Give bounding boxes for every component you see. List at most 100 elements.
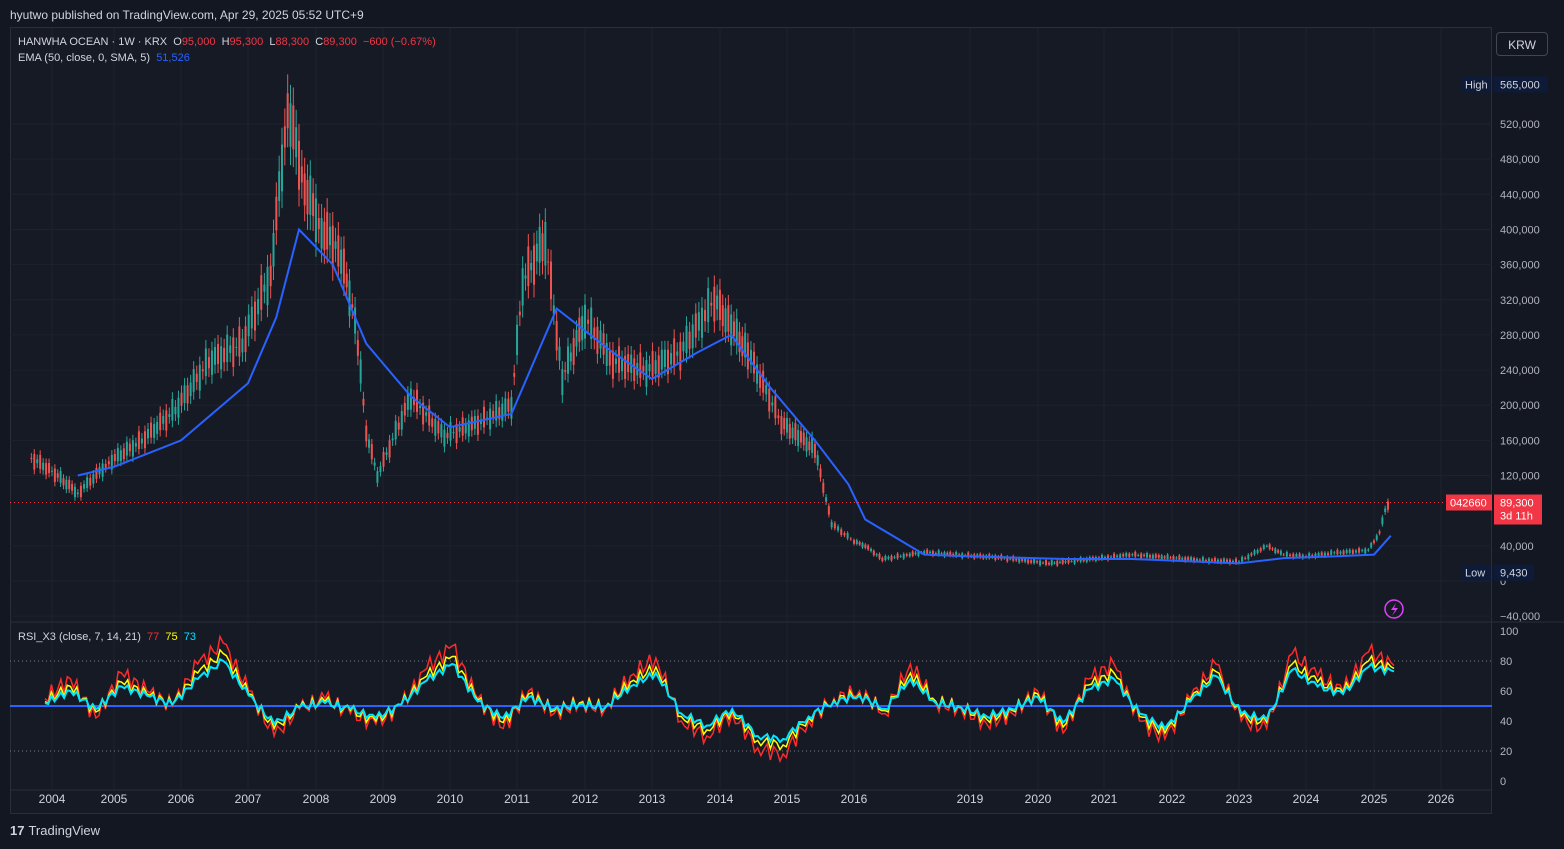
price-candle [1015, 558, 1018, 561]
price-candle [614, 358, 617, 365]
price-candle [1364, 548, 1367, 554]
price-candle [220, 346, 223, 370]
price-candle [618, 346, 621, 373]
price-candle [718, 289, 721, 320]
price-axis-tick: 160,000 [1500, 435, 1540, 447]
price-candle [1375, 535, 1378, 540]
brand-name: TradingView [28, 823, 101, 838]
price-candle [1256, 549, 1259, 554]
price-candle [1386, 501, 1389, 510]
price-candle [1033, 558, 1036, 564]
price-candle [446, 432, 449, 439]
price-candle [76, 492, 79, 495]
low-value: 88,300 [275, 36, 310, 48]
rsi-axis-tick: 60 [1500, 686, 1512, 698]
high-badge-label: High [1465, 79, 1488, 91]
close-value: 89,300 [323, 36, 357, 48]
price-candle [226, 334, 229, 362]
rsi-axis-tick: 20 [1500, 746, 1512, 758]
price-candle [507, 398, 510, 412]
price-candle [1234, 558, 1237, 564]
price-candle [917, 551, 920, 556]
price-axis-tick: 360,000 [1500, 260, 1540, 272]
price-candle [1333, 552, 1336, 554]
price-candle [376, 471, 379, 483]
price-candle [1100, 554, 1103, 560]
price-candle [1198, 559, 1201, 561]
price-candle [878, 553, 881, 559]
high-badge-bg [1494, 76, 1548, 93]
price-candle [1339, 551, 1342, 554]
price-candle [811, 437, 814, 453]
price-candle [1154, 554, 1157, 558]
ema-value: 51,526 [156, 52, 190, 64]
price-candle [379, 466, 382, 473]
price-candle [777, 415, 780, 419]
price-candle [663, 349, 666, 368]
time-axis-tick: 2021 [1091, 792, 1118, 806]
price-candle [837, 526, 840, 531]
price-candle [774, 396, 777, 419]
price-candle [958, 554, 961, 556]
time-axis-tick: 2024 [1293, 792, 1320, 806]
price-candle [707, 288, 710, 323]
price-candle [137, 431, 140, 450]
price-candle [881, 557, 884, 561]
price-candle [269, 265, 272, 287]
currency-button[interactable]: KRW [1496, 32, 1548, 56]
price-candle [342, 248, 345, 284]
price-candle [440, 424, 443, 438]
price-candle [86, 477, 89, 488]
high-label: H [221, 36, 230, 48]
price-candle [334, 241, 337, 249]
price-candle [710, 302, 713, 306]
price-candle [1076, 559, 1079, 561]
price-candle [53, 468, 56, 483]
price-candle [45, 463, 48, 475]
time-axis-tick: 2025 [1361, 792, 1388, 806]
price-candle [183, 385, 186, 404]
price-candle [42, 462, 45, 471]
price-candle [275, 196, 278, 231]
price-candle [849, 538, 852, 540]
price-candle [217, 343, 220, 365]
price-candle [744, 332, 747, 358]
price-candle [802, 432, 805, 446]
price-candle [385, 452, 388, 455]
price-candle [694, 313, 697, 338]
price-candle [1282, 554, 1285, 556]
price-candle [1336, 549, 1339, 555]
price-candle [1195, 558, 1198, 562]
time-axis-tick: 2016 [841, 792, 868, 806]
price-candle [238, 326, 241, 357]
price-candle [908, 553, 911, 557]
price-candle [513, 373, 516, 377]
price-candle [131, 440, 134, 457]
price-candle [1073, 558, 1076, 564]
price-candle [651, 351, 654, 377]
price-candle [1146, 553, 1149, 558]
price-candle [599, 330, 602, 349]
price-candle [605, 342, 608, 366]
ticker-badge-bg [1446, 494, 1492, 511]
price-candle [1308, 553, 1311, 558]
price-candle [452, 432, 455, 434]
price-candle [1204, 559, 1207, 561]
price-candle [1358, 548, 1361, 553]
chart-frame[interactable] [10, 27, 1492, 814]
price-candle [1169, 557, 1172, 559]
price-candle [730, 314, 733, 346]
time-axis-tick: 2004 [39, 792, 66, 806]
price-candle [425, 412, 428, 416]
price-candle [670, 353, 673, 365]
price-candle [1187, 557, 1190, 561]
price-candle [853, 540, 855, 544]
price-candle [95, 467, 98, 479]
price-candle [602, 333, 605, 355]
price-candle [867, 545, 870, 550]
rsi-label: RSI_X3 (close, 7, 14, 21) [18, 631, 141, 643]
price-candle [1160, 555, 1163, 560]
brand[interactable]: 17 TradingView [10, 823, 100, 838]
price-candle [1378, 531, 1381, 534]
